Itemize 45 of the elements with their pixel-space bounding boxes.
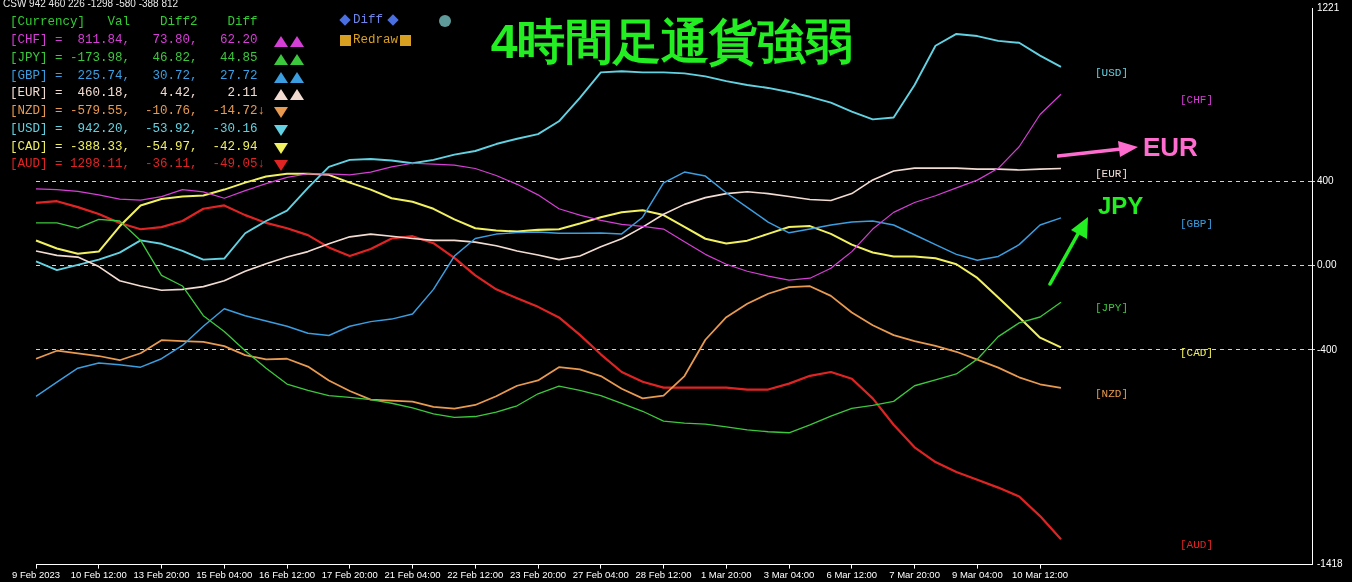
text: [GBP] [1180, 217, 1214, 230]
x-tick-label: 9 Mar 04:00 [951, 568, 1003, 580]
x-tick-label: 10 Feb 12:00 [70, 568, 127, 580]
text: [EUR] [1095, 168, 1129, 181]
annotation: Diff [353, 13, 384, 27]
x-tick-label: 15 Feb 04:00 [196, 568, 253, 580]
text: [USD] [1095, 66, 1129, 79]
annotation: Redraw [353, 33, 399, 47]
annotation: [CAD] = -388.33, -54.97, -42.94 [10, 139, 258, 154]
x-tick-label: 10 Mar 12:00 [1012, 568, 1069, 580]
annotation: EUR [1143, 131, 1198, 164]
annotation: [NZD] = -579.55, -10.76, -14.72↓ [10, 104, 266, 118]
text: [CHF] [1180, 94, 1214, 107]
annotation: [EUR] = 460.18, 4.42, 2.11 [10, 86, 258, 101]
text: [AUD] [1180, 539, 1214, 552]
x-tick-label: 3 Mar 04:00 [763, 568, 815, 580]
annotation: [Currency] Val Diff2 Diff [10, 15, 258, 29]
y-tick-label: 1221 [1317, 1, 1340, 13]
x-tick-label: 6 Mar 12:00 [826, 568, 878, 580]
annotation: CSW 942 460 226 -1298 -580 -388 812 [3, 0, 179, 9]
y-tick-label: 400 [1317, 174, 1335, 186]
annotation: [GBP] = 225.74, 30.72, 27.72 [10, 68, 258, 83]
annotation: [USD] = 942.20, -53.92, -30.16 [10, 121, 258, 136]
x-tick-label: 17 Feb 20:00 [321, 568, 378, 580]
chart-title: 4時間足通貨強弱 [489, 15, 855, 68]
x-tick-label: 27 Feb 04:00 [572, 568, 629, 580]
text: [CAD] [1180, 347, 1214, 360]
annotation: [AUD] = 1298.11, -36.11, -49.05↓ [10, 157, 266, 172]
text: [NZD] [1095, 387, 1129, 400]
annotation: [JPY] = -173.98, 46.82, 44.85 [10, 50, 258, 65]
x-tick-label: 28 Feb 12:00 [635, 568, 692, 580]
y-tick-label: 0.00 [1317, 259, 1337, 271]
x-tick-label: 1 Mar 20:00 [700, 568, 752, 580]
y-tick-label: -400 [1317, 343, 1338, 355]
annotation: JPY [1098, 191, 1144, 221]
x-tick-label: 22 Feb 12:00 [447, 568, 504, 580]
text: [JPY] [1095, 302, 1129, 315]
x-tick-label: 16 Feb 12:00 [259, 568, 316, 580]
annotation: [CHF] = 811.84, 73.80, 62.20 [10, 33, 258, 47]
x-tick-label: 13 Feb 20:00 [133, 568, 190, 580]
x-tick-label: 23 Feb 20:00 [510, 568, 567, 580]
x-tick-label: 21 Feb 04:00 [384, 568, 441, 580]
x-tick-label: 9 Feb 2023 [11, 568, 61, 580]
y-tick-label: -1418 [1317, 558, 1344, 570]
x-tick-label: 7 Mar 20:00 [889, 568, 940, 580]
